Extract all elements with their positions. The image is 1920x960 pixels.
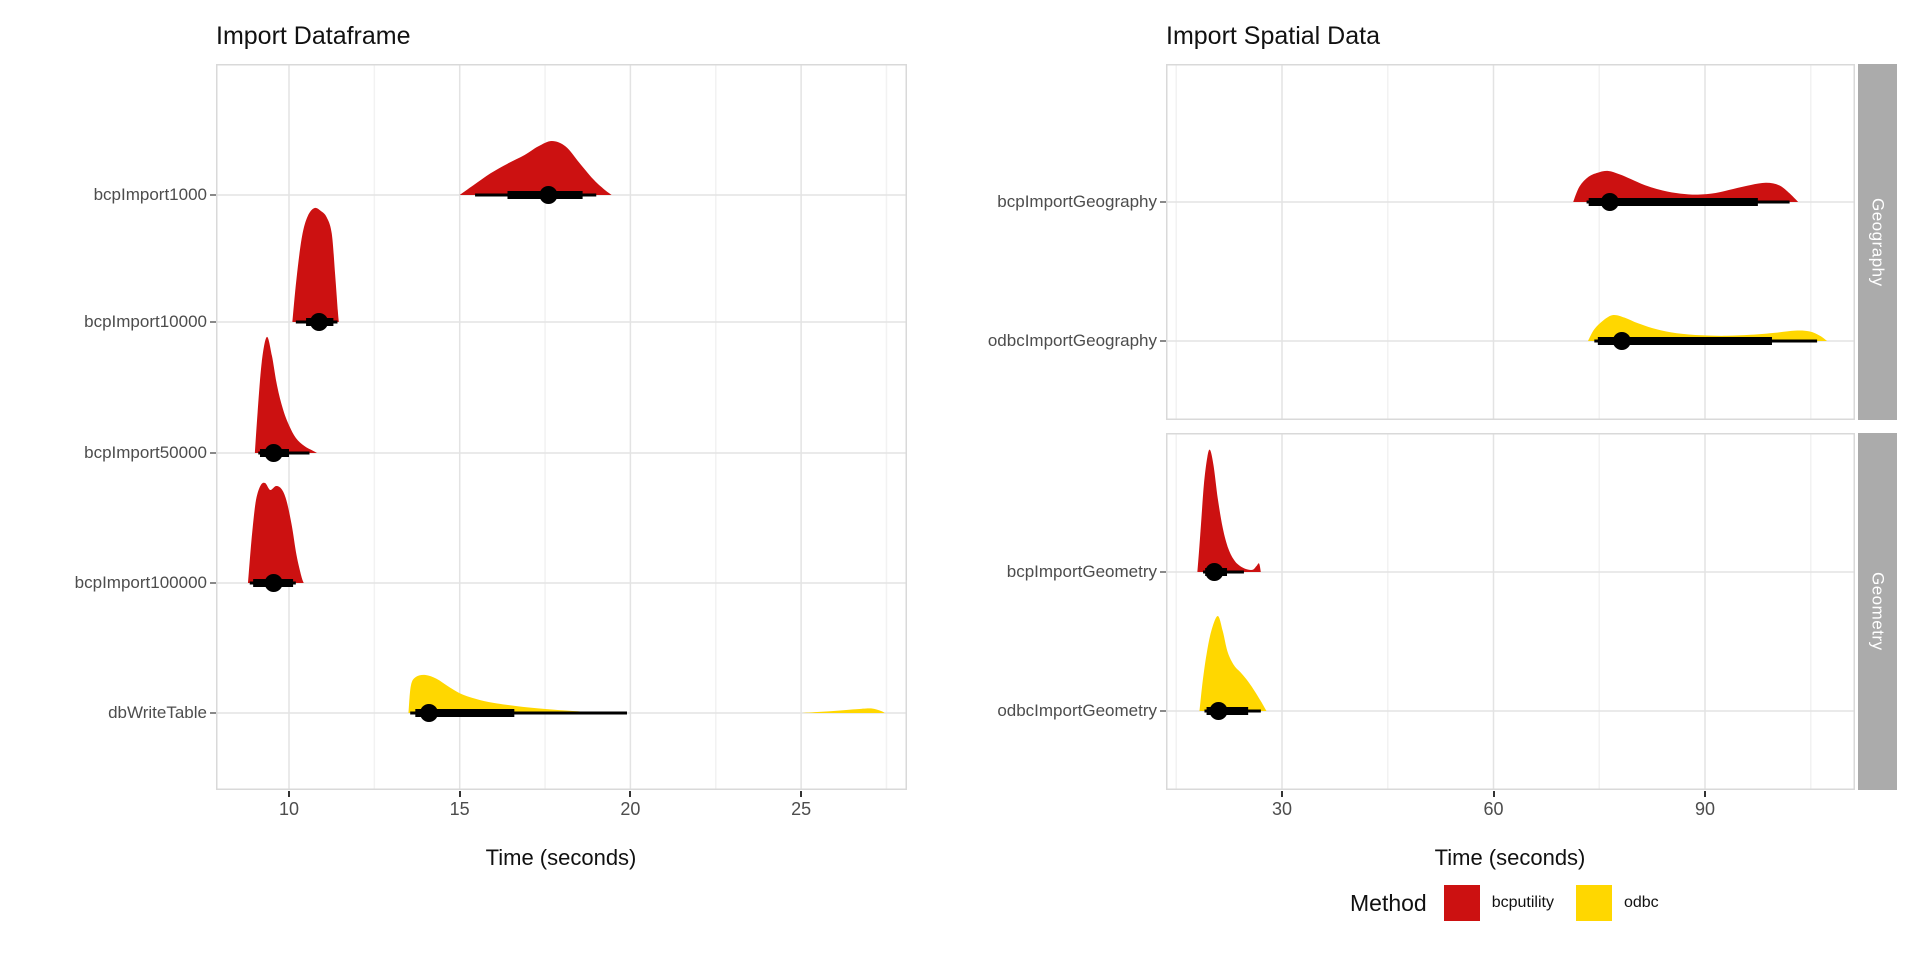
y-axis-label-bcpImport10000: bcpImport10000 [84,312,207,331]
x-tick-label-25: 25 [791,799,812,819]
legend-swatch-bcputility [1443,885,1480,921]
x-tick-mark [1704,791,1706,797]
density-area-dbWriteTable [408,674,600,713]
row-odbcImportGeometry [1199,615,1267,720]
median-point-bcpImportGeometry [1205,563,1224,581]
facet-strip-geometry-label: Geometry [1868,572,1888,651]
density-area-bcpImportGeography [1573,170,1799,202]
median-point-bcpImport10000 [310,313,329,331]
y-axis-label-bcpImport1000: bcpImport1000 [93,185,207,204]
gridlines [1166,433,1855,790]
legend-label-odbc: odbc [1623,894,1659,911]
y-tick-mark [210,582,216,584]
density-area-bcpImport50000 [254,336,317,453]
x-tick-label-15: 15 [449,799,470,819]
y-axis-label-odbcImportGeography: odbcImportGeography [987,331,1157,350]
gridlines [1166,64,1855,420]
y-axis-label-odbcImportGeometry: odbcImportGeometry [997,701,1157,720]
median-point-odbcImportGeometry [1209,702,1228,720]
row-bcpImport1000 [459,141,612,204]
x-tick-label-30: 30 [1271,799,1293,819]
panel-border [1166,64,1855,420]
row-dbWriteTable [408,674,885,722]
median-point-bcpImport1000 [539,186,558,204]
facet-strip-geography: Geography [1858,64,1897,420]
row-bcpImport50000 [254,336,317,462]
y-axis-label-bcpImportGeography: bcpImportGeography [997,192,1157,211]
x-tick-mark [1492,791,1495,797]
row-odbcImportGeography [1588,314,1827,350]
median-point-bcpImportGeography [1600,193,1619,211]
panel-border [1166,433,1855,790]
x-tick-label-10: 10 [278,799,300,819]
density-area-bcpImport1000 [459,141,612,195]
y-axis-label-bcpImport50000: bcpImport50000 [84,443,207,462]
density-area-bcpImportGeometry [1197,449,1261,572]
y-tick-mark [210,452,216,454]
y-axis-label-bcpImportGeometry: bcpImportGeometry [1006,562,1157,581]
median-point-odbcImportGeography [1612,332,1631,350]
y-axis-label-dbWriteTable: dbWriteTable [108,703,207,722]
median-point-bcpImport50000 [264,444,283,462]
density-area-odbcImportGeometry [1199,615,1267,711]
panel-geography [1166,64,1855,420]
interval-thick-odbcImportGeography [1597,337,1772,345]
interval-thin-dbWriteTable [410,711,627,715]
panel-geometry [1166,433,1855,790]
y-tick-mark [210,712,216,714]
density-area-odbcImportGeography [1588,314,1827,341]
interval-thick-bcpImportGeography [1588,198,1758,206]
x-tick-mark [458,791,461,797]
x-tick-mark [288,791,290,797]
x-tick-label-90: 90 [1694,799,1716,819]
legend: Method bcputility odbc [1350,884,1681,922]
facet-strip-geometry: Geometry [1858,433,1897,790]
interval-thick-dbWriteTable [415,709,515,717]
y-tick-mark [1160,571,1166,573]
row-bcpImport10000 [292,207,339,331]
left-plot-title: Import Dataframe [216,22,411,50]
y-tick-mark [1160,710,1166,712]
density-area-bcpImport100000 [248,482,304,583]
density-area-dbWriteTable [801,708,885,713]
x-tick-mark [800,791,803,797]
median-point-dbWriteTable [419,704,438,722]
panel-border [216,64,907,790]
left-x-axis-title: Time (seconds) [485,845,637,870]
legend-label-bcputility: bcputility [1491,894,1554,911]
density-area-bcpImport10000 [292,207,339,322]
row-bcpImport100000 [248,482,304,592]
y-tick-mark [210,321,216,323]
x-tick-label-60: 60 [1483,799,1504,819]
x-tick-mark [1281,791,1283,797]
right-x-axis-title: Time (seconds) [1434,845,1586,870]
facet-strip-geography-label: Geography [1868,197,1888,287]
panel-import-dataframe [216,64,907,790]
y-tick-mark [1160,201,1166,203]
y-axis-label-bcpImport100000: bcpImport100000 [74,573,207,592]
right-plot-title: Import Spatial Data [1166,22,1380,50]
legend-title: Method [1350,889,1427,916]
x-tick-label-20: 20 [620,799,641,819]
legend-swatch-odbc [1575,885,1612,921]
x-tick-mark [629,791,632,797]
row-bcpImportGeography [1573,170,1799,211]
median-point-bcpImport100000 [264,574,283,592]
y-tick-mark [1160,340,1166,342]
row-bcpImportGeometry [1197,449,1261,581]
y-tick-mark [210,194,216,196]
